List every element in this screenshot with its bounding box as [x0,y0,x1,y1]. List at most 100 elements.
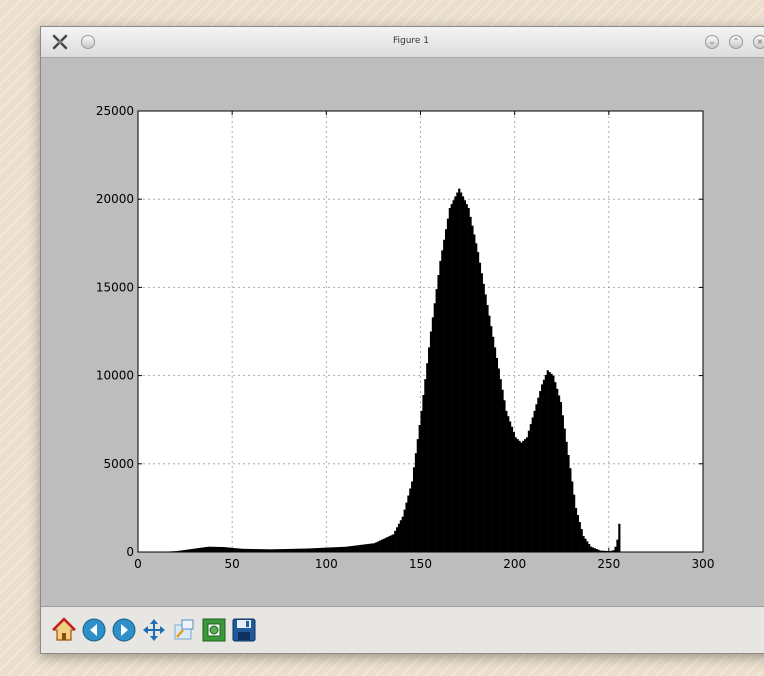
histogram-bar [467,208,470,552]
histogram-bar [269,549,273,552]
y-tick-label: 15000 [96,280,134,294]
histogram-bar [313,548,316,552]
histogram-bar [220,547,224,552]
histogram-bar [190,549,193,552]
histogram-bar [565,441,568,552]
maximize-icon[interactable]: ⌃ [729,35,743,49]
histogram-bar [580,529,583,552]
histogram-bar [179,550,182,552]
histogram-bar [388,536,391,552]
histogram-bar [266,549,269,552]
figure-window: Figure 1 ⌄ ⌃ × 0 50 100 150 200 250 300 0 5000 1… [40,26,764,654]
histogram-bar [369,543,372,552]
histogram-bar [541,384,544,552]
histogram-bar [542,379,546,552]
histogram-bar [198,547,201,552]
close-icon[interactable]: × [753,35,764,49]
pan-icon [143,619,165,641]
histogram-bar [461,196,465,552]
histogram-bar [281,549,284,552]
histogram-bar [215,546,218,552]
histogram-bar [183,550,186,552]
histogram-bar [597,549,600,552]
histogram-bar [224,547,227,552]
histogram-bar [192,548,195,552]
histogram-bar [486,305,489,552]
histogram-bar [196,548,199,552]
histogram-bar [343,546,346,552]
window-title: Figure 1 [392,36,430,46]
histogram-bar [458,188,461,552]
histogram-bar [444,229,448,553]
histogram-bar [298,548,301,552]
back-button[interactable] [81,617,107,643]
histogram-bar [296,548,299,552]
histogram-bar [200,547,203,552]
histogram-bar [315,548,318,552]
histogram-bar [202,547,205,552]
histogram-bar [563,428,566,552]
histogram-bar [418,424,421,552]
histogram-bar [561,415,564,552]
histogram-bar [584,538,587,552]
histogram-bar [356,545,359,552]
histogram-bar [330,547,333,552]
histogram-bar [288,548,291,552]
histogram-bar [379,540,382,552]
histogram-bar [401,516,404,552]
y-tick-label: 25000 [96,104,134,118]
histogram-bar [237,548,240,552]
histogram-bar [347,546,350,552]
histogram-bar [328,547,331,552]
histogram-bar [371,543,374,552]
title-bar[interactable]: Figure 1 ⌄ ⌃ × [41,27,764,58]
histogram-bar [605,550,608,552]
histogram-bar [601,550,604,552]
histogram-bar [241,548,244,552]
histogram-bar [439,260,442,552]
histogram-bar [324,547,327,552]
histogram-bar [365,544,369,552]
histogram-bar [460,192,463,552]
histogram-bar [258,549,261,552]
histogram-bar [411,481,414,552]
plot-canvas[interactable]: 0 50 100 150 200 250 300 0 5000 10000 15000 20000 2… [41,58,764,606]
histogram-bar [516,439,519,552]
minimize-icon[interactable]: ⌄ [705,35,719,49]
histogram-bar [588,544,591,552]
save-button[interactable] [231,617,257,643]
pan-button[interactable] [141,617,167,643]
window-menu-icon[interactable] [81,35,95,49]
x-tick-label: 250 [597,557,620,571]
histogram-bar [283,549,286,552]
histogram-bar [510,426,514,552]
zoom-button[interactable] [171,617,197,643]
histogram-bar [256,549,259,552]
histogram-bar [576,514,579,552]
histogram-bar [311,548,314,552]
histogram-bar [364,544,367,552]
histogram-bar [435,289,438,552]
histogram-bar [518,440,521,552]
histogram-bar [446,218,450,552]
x-tick-label: 0 [134,557,142,571]
histogram-bar [286,548,289,552]
zoom-icon [174,619,194,640]
histogram-bar [341,546,344,552]
histogram-bar [234,548,237,552]
histogram-bar [213,546,216,552]
x-tick-label: 150 [409,557,432,571]
home-button[interactable] [51,617,77,643]
x-tick-label: 100 [315,557,338,571]
histogram-bar [243,548,246,552]
histogram-bar [471,225,474,552]
histogram-bar [420,410,423,552]
histogram-bar [539,391,542,552]
histogram-bar [514,437,517,552]
histogram-bar [610,550,613,552]
configure-subplots-button[interactable] [201,617,227,643]
matplotlib-x-icon[interactable] [51,33,69,51]
histogram-chart: 0 50 100 150 200 250 300 0 5000 10000 15000 20000 2… [96,104,715,571]
forward-button[interactable] [111,617,137,643]
histogram-bar [573,494,576,552]
